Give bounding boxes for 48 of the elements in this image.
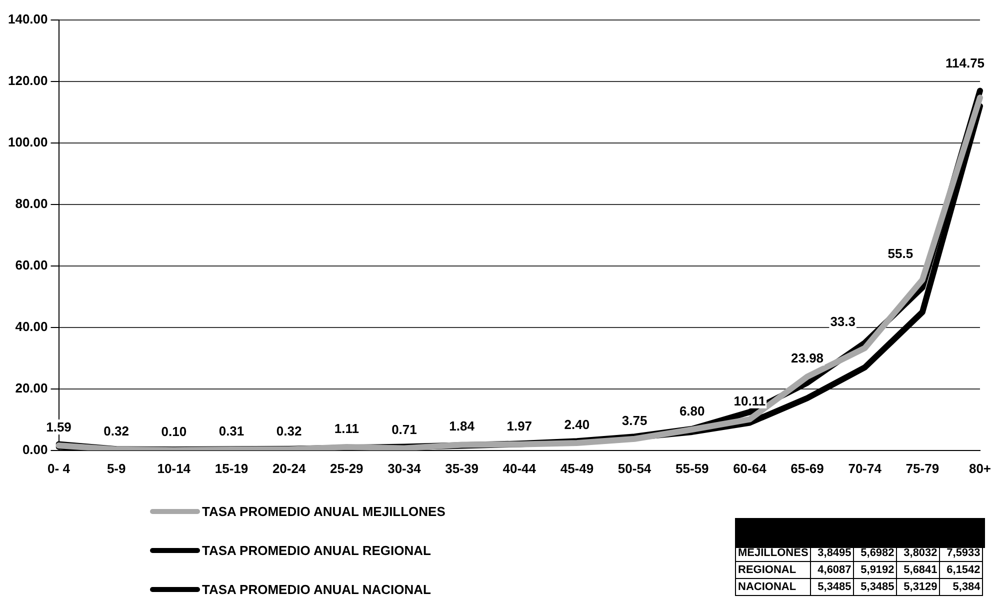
y-tick-label: 60.00 bbox=[15, 258, 48, 273]
legend-label: TASA PROMEDIO ANUAL MEJILLONES bbox=[201, 503, 446, 521]
x-tick-label: 25-29 bbox=[330, 460, 364, 476]
x-tick-label: 10-14 bbox=[157, 460, 192, 476]
x-tick-label: 50-54 bbox=[618, 460, 652, 476]
x-tick-label: 0- 4 bbox=[48, 460, 71, 476]
y-tick-label: 20.00 bbox=[15, 380, 48, 396]
x-tick-label: 45-49 bbox=[560, 460, 594, 476]
data-label: 1.84 bbox=[449, 418, 476, 434]
y-tick-label: 140.00 bbox=[8, 12, 48, 27]
text: NACIONAL 5,3485 5,3485 5,3129 5,384 bbox=[738, 581, 980, 593]
data-label: 3.75 bbox=[622, 412, 648, 428]
x-tick-label: 75-79 bbox=[906, 460, 940, 476]
x-tick-label: 80+ bbox=[968, 460, 992, 476]
data-label: 2.40 bbox=[564, 417, 590, 432]
y-tick-label: 100.00 bbox=[8, 134, 48, 150]
x-tick-label: 30-34 bbox=[388, 460, 422, 476]
data-label: 1.97 bbox=[506, 418, 532, 434]
data-label: 55.5 bbox=[888, 246, 914, 261]
legend-label: TASA PROMEDIO ANUAL NACIONAL bbox=[201, 581, 432, 599]
data-label: 0.10 bbox=[161, 424, 187, 440]
data-label: 6.80 bbox=[679, 403, 705, 418]
y-tick-label: 0.00 bbox=[22, 442, 48, 457]
y-tick-label: 120.00 bbox=[8, 73, 48, 88]
data-label: 1.59 bbox=[46, 420, 72, 435]
data-label: 33.3 bbox=[830, 314, 856, 330]
y-tick-label: 40.00 bbox=[15, 319, 48, 334]
x-tick-label: 70-74 bbox=[848, 460, 882, 476]
data-label: 0.32 bbox=[276, 423, 302, 438]
data-label: 0.71 bbox=[392, 422, 417, 438]
y-tick-label: 80.00 bbox=[15, 196, 48, 212]
text: MEJILLONES 3,8495 5,6982 3,8032 7,5933 bbox=[737, 546, 982, 561]
data-label: 0.31 bbox=[218, 423, 244, 438]
data-label: 1.11 bbox=[334, 420, 359, 436]
data-label: 23.98 bbox=[790, 350, 824, 366]
x-tick-label: 15-19 bbox=[214, 460, 248, 476]
data-label: 0.32 bbox=[104, 423, 129, 438]
x-tick-label: 35-39 bbox=[445, 460, 478, 476]
data-label: 10.11 bbox=[734, 393, 766, 408]
legend-label: TASA PROMEDIO ANUAL REGIONAL bbox=[201, 542, 432, 560]
x-tick-label: 20-24 bbox=[272, 460, 306, 476]
data-label: 114.75 bbox=[945, 56, 985, 71]
x-tick-label: 5-9 bbox=[106, 460, 126, 476]
x-tick-label: 60-64 bbox=[733, 460, 768, 476]
x-tick-label: 55-59 bbox=[675, 460, 709, 476]
x-tick-label: 40-44 bbox=[502, 460, 537, 476]
x-tick-label: 65-69 bbox=[790, 460, 824, 476]
text: REGIONAL 4,6087 5,9192 5,6841 6,1542 bbox=[738, 564, 980, 576]
